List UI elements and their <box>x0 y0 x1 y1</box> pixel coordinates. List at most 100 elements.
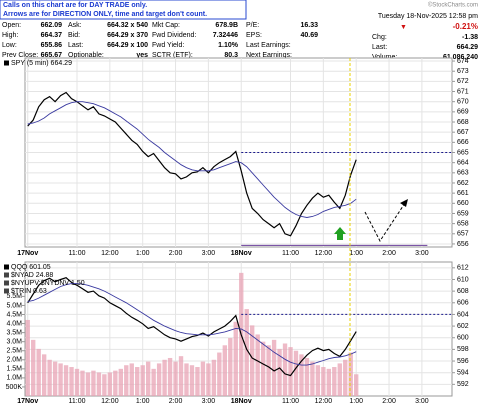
x-tick-label: 1:00 <box>136 398 150 405</box>
volume-bar <box>118 368 123 396</box>
quote-value: 664.29 <box>457 44 479 51</box>
volume-bar <box>332 367 337 396</box>
quote-value: 80.3 <box>224 52 238 59</box>
quote-label: Prev Close: <box>2 52 38 59</box>
quote-label: Last Earnings: <box>246 42 291 49</box>
quote-value: yes <box>136 52 148 59</box>
quote-value: 40.69 <box>300 32 318 39</box>
volume-bar <box>184 363 189 396</box>
y-tick-label: 658 <box>457 220 469 227</box>
x-tick-label: 17Nov <box>17 398 38 405</box>
volume-bar <box>282 343 288 396</box>
quote-label: Bid: <box>68 32 80 39</box>
volume-bar <box>304 357 310 396</box>
y-tick-label: 664 <box>457 160 469 167</box>
quote-label: EPS: <box>246 32 262 39</box>
volume-bar <box>255 334 260 396</box>
volume-bar <box>36 348 41 396</box>
quote-label: Open: <box>2 22 21 29</box>
direction-arrow <box>364 202 406 242</box>
volume-bar <box>151 368 156 396</box>
volume-bar <box>293 350 299 396</box>
x-tick-label: 12:00 <box>101 250 119 257</box>
y-tick-label: 656 <box>457 241 469 248</box>
quote-label: Fwd Yield: <box>152 42 184 49</box>
volume-bar <box>222 345 228 396</box>
y2-tick-label: 1.0M <box>6 375 22 382</box>
volume-bar <box>167 357 173 396</box>
quote-label: Low: <box>2 42 17 49</box>
x-tick-label: 3:00 <box>202 250 216 257</box>
x-tick-label: 3:00 <box>415 250 429 257</box>
x-tick-label: 2:00 <box>382 250 396 257</box>
volume-bar <box>310 361 315 396</box>
volume-bar <box>91 370 96 396</box>
y2-tick-label: 1.5M <box>6 366 22 373</box>
quote-value: -1.38 <box>462 34 478 41</box>
y2-tick-label: 3.5M <box>6 329 22 336</box>
volume-bar <box>211 359 217 396</box>
volume-bar <box>173 361 178 396</box>
x-tick-label: 18Nov <box>231 398 252 405</box>
y2-tick-label: 5.5M <box>6 293 22 300</box>
arrow-head <box>400 199 408 207</box>
volume-bar <box>47 359 52 396</box>
quote-value: 664.37 <box>41 32 63 39</box>
volume-bar <box>124 365 129 396</box>
y-tick-label: 604 <box>457 311 469 318</box>
legend-label: $NYAD 24.88 <box>11 272 53 279</box>
volume-bar <box>266 345 271 396</box>
quote-label: High: <box>2 32 18 39</box>
volume-bar <box>140 365 145 396</box>
volume-bar <box>52 361 58 396</box>
y-tick-label: 662 <box>457 180 469 187</box>
volume-bar <box>85 372 91 396</box>
x-tick-label: 2:00 <box>169 398 183 405</box>
volume-bar <box>354 374 359 396</box>
quote-value: 664.29 x 100 <box>107 42 148 49</box>
legend-label: $NYUPV:$NYDNV 1.50 <box>11 280 85 287</box>
x-tick-label: 11:00 <box>282 398 299 405</box>
legend-swatch <box>4 264 9 270</box>
quote-label: Ask: <box>68 22 82 29</box>
x-tick-label: 2:00 <box>382 398 396 405</box>
x-tick-label: 11:00 <box>282 250 299 257</box>
volume-bar <box>63 365 69 396</box>
volume-bar <box>206 363 211 396</box>
moving-average <box>27 101 357 218</box>
brand: ©StockCharts.com <box>428 2 478 9</box>
y-tick-label: 674 <box>457 58 469 65</box>
y-tick-label: 673 <box>457 68 469 75</box>
volume-bar <box>156 363 162 396</box>
volume-bar <box>145 361 151 396</box>
y2-tick-label: 5.0M <box>6 302 22 309</box>
x-tick-label: 18Nov <box>231 250 252 257</box>
y-tick-label: 671 <box>457 88 469 95</box>
y-tick-label: 661 <box>457 190 469 197</box>
down-arrow-icon: ▼ <box>400 24 407 31</box>
legend-label: SPY (5 min) 664.29 <box>11 60 72 67</box>
x-tick-label: 1:00 <box>349 398 363 405</box>
volume-bar <box>228 338 233 396</box>
volume-bar <box>233 321 238 396</box>
y-tick-label: 598 <box>457 346 469 353</box>
quote-label: SCTR (ETF): <box>152 52 193 59</box>
volume-bar <box>249 325 255 396</box>
quote-value: 7.32446 <box>213 32 238 39</box>
y-tick-label: 670 <box>457 99 469 106</box>
x-tick-label: 17Nov <box>17 250 38 257</box>
quote-label: Optionable: <box>68 52 104 59</box>
volume-bar <box>178 356 184 396</box>
moving-average <box>27 283 357 366</box>
quote-value: 655.86 <box>41 42 63 49</box>
y-tick-label: 592 <box>457 381 469 388</box>
quote-value: 665.67 <box>41 52 63 59</box>
x-tick-label: 11:00 <box>69 398 86 405</box>
x-tick-label: 2:00 <box>169 250 183 257</box>
volume-bar <box>326 368 332 396</box>
legend-label: $TRIN 0.63 <box>11 288 47 295</box>
y-tick-label: 660 <box>457 200 469 207</box>
quote-value: 16.33 <box>300 22 318 29</box>
volume-bar <box>74 368 80 396</box>
